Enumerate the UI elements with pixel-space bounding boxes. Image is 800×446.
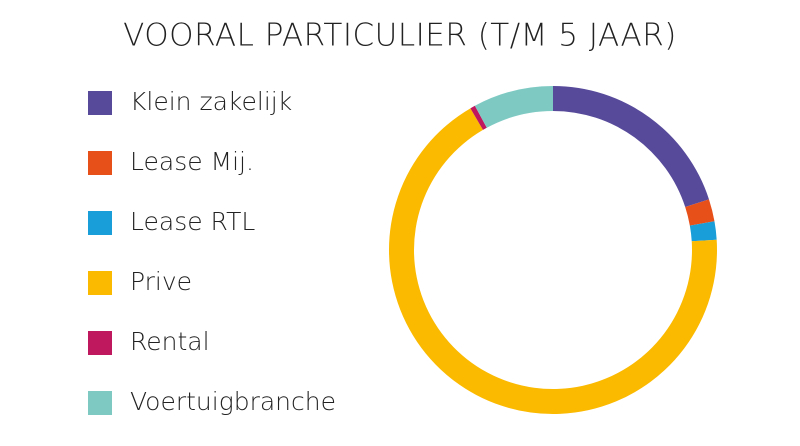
donut-segment (470, 105, 487, 130)
legend-swatch (88, 211, 112, 235)
donut-segment (553, 86, 709, 208)
chart-title: VOORAL PARTICULIER (T/M 5 JAAR) (123, 18, 677, 54)
legend-swatch (88, 391, 112, 415)
legend-label: Klein zakelijk (130, 87, 292, 116)
legend-swatch (88, 151, 112, 175)
legend-label: Lease Mij. (130, 147, 254, 176)
donut-segment (689, 221, 717, 242)
legend-label: Voertuigbranche (130, 387, 336, 416)
donut-segment (685, 199, 715, 226)
donut-segment (474, 86, 553, 128)
legend-swatch (88, 271, 112, 295)
legend-swatch (88, 331, 112, 355)
legend-label: Lease RTL (130, 207, 255, 236)
legend-label: Rental (130, 327, 210, 356)
legend-label: Prive (130, 267, 192, 296)
legend-swatch (88, 91, 112, 115)
